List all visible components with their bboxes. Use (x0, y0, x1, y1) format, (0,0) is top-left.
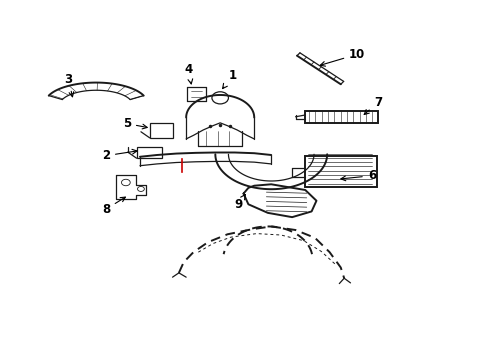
Text: 6: 6 (340, 169, 375, 182)
Text: 4: 4 (184, 63, 192, 84)
Text: 8: 8 (102, 197, 125, 216)
Bar (136, 147, 162, 158)
Bar (305, 156, 376, 187)
Text: 1: 1 (222, 69, 236, 89)
Text: 3: 3 (64, 73, 74, 97)
Text: 10: 10 (320, 48, 365, 66)
Text: 9: 9 (234, 194, 245, 211)
Bar (149, 123, 173, 138)
Text: 2: 2 (102, 149, 137, 162)
Text: 7: 7 (364, 96, 382, 114)
Text: 5: 5 (122, 117, 147, 130)
